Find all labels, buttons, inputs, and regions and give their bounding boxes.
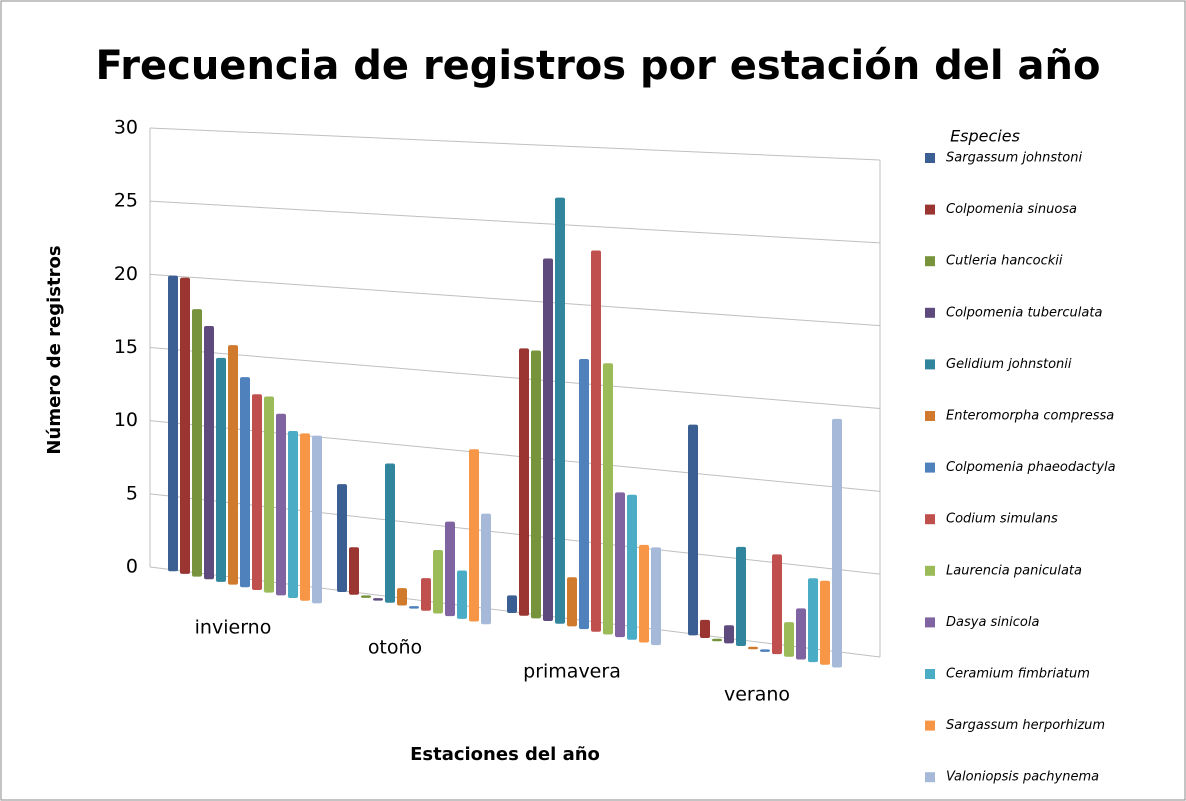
bar: [651, 547, 661, 646]
legend-label: Colpomenia phaeodactyla: [946, 460, 1116, 475]
bar: [519, 348, 529, 616]
legend-swatch: [925, 669, 935, 679]
x-tick-label: otoño: [368, 637, 422, 659]
legend-swatch: [925, 411, 935, 421]
legend-label: Laurencia paniculata: [946, 563, 1082, 578]
legend-title: Especies: [950, 127, 1020, 146]
bar: [288, 431, 298, 599]
bar: [445, 521, 455, 617]
bar: [760, 649, 770, 652]
x-tick-label: verano: [724, 684, 790, 706]
bar: [252, 394, 262, 590]
bar: [228, 345, 238, 585]
bar: [808, 578, 818, 663]
bar: [748, 646, 758, 650]
bar: [385, 463, 395, 603]
y-tick-label: 5: [126, 482, 138, 504]
legend-label: Codium simulans: [946, 512, 1058, 527]
legend-label: Valoniopsis pachynema: [946, 770, 1099, 785]
bar: [349, 547, 359, 595]
legend-label: Colpomenia tuberculata: [946, 305, 1102, 320]
legend-swatch: [925, 720, 935, 731]
bar: [796, 608, 806, 660]
bar: [481, 513, 491, 625]
bar: [724, 625, 734, 644]
bar: [168, 275, 178, 572]
y-tick-label: 15: [114, 336, 138, 358]
legend-swatch: [925, 514, 935, 525]
bar: [421, 578, 431, 611]
bar: [567, 577, 577, 627]
bar: [204, 326, 214, 580]
x-axis-title: Estaciones del año: [410, 744, 600, 765]
bar: [615, 492, 625, 638]
bar: [300, 433, 310, 601]
bar: [531, 350, 541, 619]
legend-label: Sargassum johnstoni: [946, 151, 1082, 166]
y-tick-label: 20: [114, 263, 138, 285]
legend-label: Enteromorpha compressa: [946, 409, 1114, 424]
legend-label: Ceramium fimbriatum: [946, 667, 1090, 682]
legend-swatch: [925, 359, 935, 370]
y-axis-title: Número de registros: [44, 245, 65, 454]
legend-label: Colpomenia sinuosa: [946, 202, 1077, 217]
bar: [240, 377, 250, 588]
bar: [820, 580, 830, 665]
bar: [736, 546, 746, 647]
bar: [312, 435, 322, 604]
legend-label: Dasya sinicola: [946, 615, 1039, 630]
y-tick-label: 0: [126, 556, 138, 578]
bar: [543, 258, 553, 622]
bar: [180, 277, 190, 574]
grid-line: [149, 347, 881, 409]
x-tick-label: primavera: [523, 661, 621, 683]
y-tick-label: 25: [114, 190, 138, 212]
bar: [555, 197, 565, 624]
bar: [433, 549, 443, 614]
bar: [591, 250, 601, 632]
bar: [337, 484, 347, 593]
legend-swatch: [925, 617, 935, 628]
bar: [627, 494, 637, 640]
bar: [784, 622, 794, 657]
legend-swatch: [925, 462, 935, 473]
bar: [397, 588, 407, 606]
bar: [409, 606, 419, 609]
bar: [361, 595, 371, 598]
bar: [192, 309, 202, 577]
bar: [688, 424, 698, 636]
legend-swatch: [925, 565, 935, 576]
bar: [772, 554, 782, 655]
grid-line: [149, 200, 881, 244]
legend-swatch: [925, 307, 935, 318]
legend-swatch: [925, 204, 935, 215]
x-tick-label: invierno: [195, 617, 272, 639]
bar: [457, 570, 467, 619]
legend-swatch: [925, 153, 935, 163]
legend-swatch: [925, 256, 935, 267]
legend-swatch: [925, 772, 935, 783]
y-tick-label: 10: [114, 409, 138, 431]
bar: [507, 595, 517, 614]
bar: [603, 363, 613, 635]
bar: [469, 449, 479, 622]
legend-label: Cutleria hancockii: [946, 254, 1063, 269]
legend-label: Sargassum herporhizum: [946, 718, 1105, 733]
grid-line: [149, 127, 881, 161]
y-tick-label: 30: [114, 117, 138, 139]
bar: [579, 359, 589, 630]
chart-title: Frecuencia de registros por estación del…: [96, 43, 1101, 89]
bar: [276, 413, 286, 596]
bar: [373, 598, 383, 601]
bar: [639, 544, 649, 643]
bar: [832, 418, 842, 668]
bar: [712, 638, 722, 642]
bar: [700, 619, 710, 639]
legend-label: Gelidium johnstonii: [946, 357, 1072, 372]
bar: [264, 396, 274, 593]
bar: [216, 357, 226, 582]
grid-line: [149, 273, 881, 327]
